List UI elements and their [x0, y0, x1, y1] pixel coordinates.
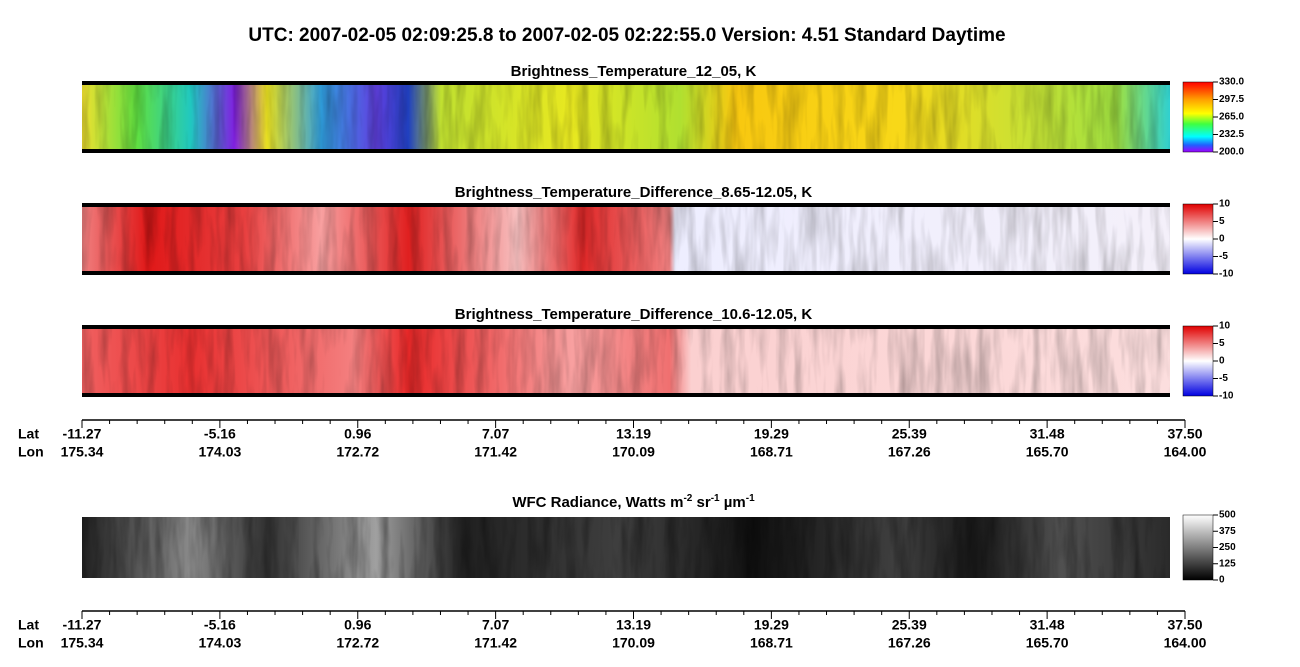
- lat-value: 0.96: [344, 617, 371, 633]
- lon-value: 164.00: [1164, 444, 1207, 460]
- colorbar-label: -5: [1219, 373, 1228, 384]
- lat-value: 19.29: [754, 617, 789, 633]
- lat-value: 13.19: [616, 617, 651, 633]
- colorbar: [1182, 325, 1214, 397]
- lon-value: 174.03: [198, 444, 241, 460]
- swath-texture: [82, 84, 1170, 150]
- lon-value: 165.70: [1026, 635, 1069, 651]
- title-part: µm: [720, 494, 746, 511]
- title-part: -1: [711, 493, 720, 504]
- lon-value: 171.42: [474, 444, 517, 460]
- colorbar-label: -10: [1219, 391, 1234, 402]
- lat-value: 37.50: [1167, 617, 1202, 633]
- lon-label: Lon: [18, 635, 44, 651]
- lat-value: 25.39: [892, 426, 927, 442]
- lon-value: 168.71: [750, 635, 793, 651]
- lat-value: 25.39: [892, 617, 927, 633]
- page-title: UTC: 2007-02-05 02:09:25.8 to 2007-02-05…: [248, 25, 1005, 46]
- lon-value: 174.03: [198, 635, 241, 651]
- lon-value: 172.72: [336, 635, 379, 651]
- lon-label: Lon: [18, 444, 44, 460]
- lat-value: 13.19: [616, 426, 651, 442]
- title-part: -1: [746, 493, 755, 504]
- colorbar-label: 10: [1219, 321, 1231, 332]
- colorbar-label: 200.0: [1219, 147, 1244, 158]
- lat-value: 7.07: [482, 617, 509, 633]
- colorbar-label: 265.0: [1219, 112, 1244, 123]
- lat-value: 37.50: [1167, 426, 1202, 442]
- lon-value: 175.34: [61, 444, 104, 460]
- lat-label: Lat: [18, 426, 39, 442]
- panel-title: Brightness_Temperature_Difference_10.6-1…: [455, 306, 813, 323]
- title-part: Brightness_Temperature_Difference_10.6-1…: [455, 306, 813, 323]
- lon-value: 171.42: [474, 635, 517, 651]
- colorbar: [1182, 203, 1214, 275]
- colorbar-label: 250: [1219, 542, 1236, 553]
- colorbar-label: 10: [1219, 199, 1231, 210]
- panel-title: WFC Radiance, Watts m-2 sr-1 µm-1: [512, 493, 755, 511]
- colorbar-label: -5: [1219, 251, 1228, 262]
- lon-value: 167.26: [888, 444, 931, 460]
- swath-edge: [82, 203, 1170, 207]
- colorbar-label: 125: [1219, 558, 1236, 569]
- colorbar-label: 500: [1219, 510, 1236, 521]
- title-part: Brightness_Temperature_Difference_8.65-1…: [455, 184, 813, 201]
- swath-edge: [82, 393, 1170, 397]
- lon-value: 168.71: [750, 444, 793, 460]
- colorbar-label: 0: [1219, 234, 1225, 245]
- lat-value: 31.48: [1030, 617, 1065, 633]
- panel-title: Brightness_Temperature_12_05, K: [511, 63, 757, 80]
- swath-edge: [82, 149, 1170, 153]
- colorbar-label: 5: [1219, 216, 1225, 227]
- lat-value: 7.07: [482, 426, 509, 442]
- lat-label: Lat: [18, 617, 39, 633]
- title-part: -2: [683, 493, 692, 504]
- colorbar: [1182, 514, 1214, 581]
- lat-value: 0.96: [344, 426, 371, 442]
- swath-edge: [82, 81, 1170, 85]
- colorbar-label: -10: [1219, 269, 1234, 280]
- colorbar-label: 5: [1219, 338, 1225, 349]
- lon-value: 175.34: [61, 635, 104, 651]
- title-part: Brightness_Temperature_12_05, K: [511, 63, 757, 80]
- colorbar-label: 0: [1219, 356, 1225, 367]
- colorbar: [1182, 81, 1214, 153]
- colorbar-label: 330.0: [1219, 77, 1244, 88]
- lon-value: 167.26: [888, 635, 931, 651]
- swath-edge: [82, 271, 1170, 275]
- lon-value: 170.09: [612, 635, 655, 651]
- lat-value: -5.16: [204, 426, 236, 442]
- swath-texture: [82, 206, 1170, 272]
- lat-value: -11.27: [63, 617, 102, 633]
- lat-value: 19.29: [754, 426, 789, 442]
- title-part: sr: [692, 494, 711, 511]
- colorbar-label: 375: [1219, 526, 1236, 537]
- lat-value: -5.16: [204, 617, 236, 633]
- lat-value: -11.27: [63, 426, 102, 442]
- swath-texture: [82, 517, 1170, 578]
- lat-value: 31.48: [1030, 426, 1065, 442]
- swath-texture: [82, 328, 1170, 394]
- panel-title: Brightness_Temperature_Difference_8.65-1…: [455, 184, 813, 201]
- swath-edge: [82, 325, 1170, 329]
- colorbar-label: 297.5: [1219, 94, 1244, 105]
- lon-value: 172.72: [336, 444, 379, 460]
- title-part: WFC Radiance, Watts m: [512, 494, 683, 511]
- colorbar-label: 232.5: [1219, 129, 1244, 140]
- lon-value: 164.00: [1164, 635, 1207, 651]
- colorbar-label: 0: [1219, 575, 1225, 586]
- lon-value: 170.09: [612, 444, 655, 460]
- lon-value: 165.70: [1026, 444, 1069, 460]
